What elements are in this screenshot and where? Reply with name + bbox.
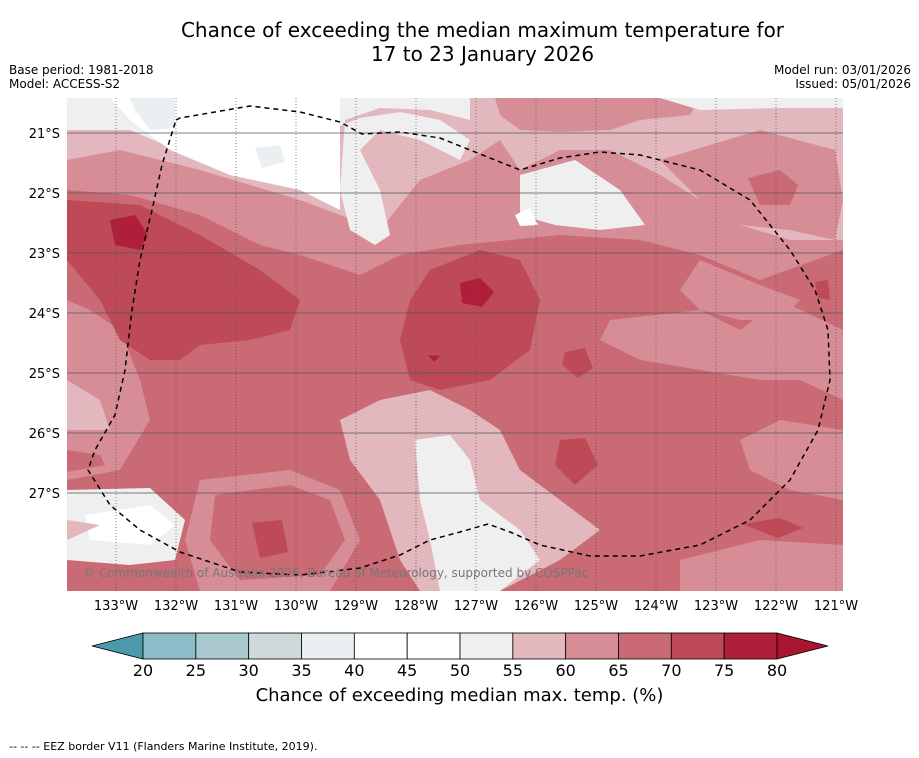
- colorbar-segment: [406, 632, 461, 660]
- lat-gridlines: [67, 132, 843, 494]
- lat-label: 27°S: [29, 487, 60, 502]
- map-title-line1: Chance of exceeding the median maximum t…: [180, 18, 785, 42]
- lon-label: 122°W: [754, 599, 798, 614]
- model-run-date: Model run: 03/01/2026: [773, 63, 911, 77]
- lat-label: 24°S: [29, 307, 60, 322]
- contour-55-60-northeast: [660, 98, 843, 110]
- colorbar-segment: [195, 632, 250, 660]
- contour-70-75-west-spot: [67, 450, 105, 472]
- colorbar-segment: [565, 632, 619, 660]
- colorbar-tick-label: 25: [186, 661, 206, 680]
- lon-gridlines: [115, 98, 837, 591]
- lon-labels: 133°W 132°W 131°W 130°W 129°W 128°W 127°…: [94, 599, 858, 614]
- colorbar: 20 25 30 35 40 45 50 55 60 65 70 75 80: [91, 632, 829, 680]
- contour-80-plus-central: [460, 278, 494, 307]
- colorbar-tick-label: 30: [238, 661, 258, 680]
- colorbar-title: Chance of exceeding median max. temp. (%…: [255, 685, 664, 706]
- lon-label: 132°W: [154, 599, 198, 614]
- contour-80-plus-west: [110, 215, 148, 250]
- contour-75-80-south: [555, 438, 598, 485]
- contour-60-65-west: [67, 380, 110, 430]
- contour-65-70-southeast: [740, 420, 843, 500]
- lat-label: 21°S: [29, 127, 60, 142]
- lon-label: 128°W: [394, 599, 438, 614]
- colorbar-segment: [248, 632, 302, 660]
- contour-65-70-northeast: [495, 98, 700, 132]
- meta-right: Model run: 03/01/2026 Issued: 05/01/2026: [774, 63, 911, 91]
- contour-75-80-spot: [562, 348, 593, 378]
- lon-label: 131°W: [214, 599, 258, 614]
- lat-label: 26°S: [29, 427, 60, 442]
- lat-label: 23°S: [29, 247, 60, 262]
- colorbar-tick-label: 75: [714, 661, 734, 680]
- colorbar-segment: [512, 632, 567, 660]
- lon-label: 123°W: [694, 599, 738, 614]
- contour-80-plus-spot: [428, 355, 440, 362]
- colorbar-tick-label: 65: [608, 661, 628, 680]
- lon-label: 129°W: [334, 599, 378, 614]
- contour-60-65-southwest-edge: [67, 520, 100, 540]
- contour-65-70-south-edge: [680, 540, 843, 591]
- meta-left: Base period: 1981-2018 Model: ACCESS-S2: [9, 63, 154, 91]
- colorbar-segment: [670, 632, 725, 660]
- contour-65-70-east-upper: [680, 260, 800, 320]
- colorbar-segment: [301, 632, 355, 660]
- eez-legend-note: -- -- -- EEZ border V11 (Flanders Marine…: [9, 740, 318, 753]
- lon-label: 124°W: [634, 599, 678, 614]
- colorbar-tick-label: 70: [661, 661, 681, 680]
- map-title-line2: 17 to 23 January 2026: [370, 42, 595, 66]
- colorbar-tick-label: 55: [503, 661, 523, 680]
- colorbar-tick-label: 45: [397, 661, 417, 680]
- base-period: Base period: 1981-2018: [9, 63, 154, 77]
- contour-55-60-patch: [520, 160, 645, 230]
- issued-date: Issued: 05/01/2026: [795, 77, 911, 91]
- colorbar-tick-label: 80: [767, 661, 787, 680]
- colorbar-segment: [618, 632, 672, 660]
- contour-75-80-southwest: [252, 520, 288, 558]
- colorbar-segment: [353, 632, 408, 660]
- contour-75-80-east-edge: [815, 280, 830, 300]
- colorbar-tick-label: 60: [555, 661, 575, 680]
- colorbar-tick-label: 35: [291, 661, 311, 680]
- contour-65-70-east-mid: [600, 300, 843, 400]
- contour-40-45-north: [130, 98, 175, 130]
- contour-75-80-central: [400, 250, 540, 390]
- lon-label: 121°W: [814, 599, 858, 614]
- lat-label: 22°S: [29, 187, 60, 202]
- contour-40-45-spot: [255, 145, 285, 168]
- colorbar-segment: [723, 632, 778, 660]
- copyright-credit: © Commonwealth of Australia 2026, Bureau…: [83, 566, 588, 580]
- contour-70-75-east: [748, 170, 798, 205]
- colorbar-segment: [459, 632, 514, 660]
- lon-label: 127°W: [454, 599, 498, 614]
- eez-border: [87, 105, 831, 576]
- lon-label: 126°W: [514, 599, 558, 614]
- lon-label: 133°W: [94, 599, 138, 614]
- colorbar-tick-label: 50: [450, 661, 470, 680]
- colorbar-under-arrow: [91, 632, 144, 660]
- contour-fields: © Commonwealth of Australia 2026, Bureau…: [67, 98, 843, 591]
- lat-labels: 21°S 22°S 23°S 24°S 25°S 26°S 27°S: [29, 127, 60, 502]
- contour-45-55-southwest: [85, 505, 175, 545]
- lat-label: 25°S: [29, 367, 60, 382]
- colorbar-segment: [142, 632, 197, 660]
- colorbar-tick-label: 40: [344, 661, 364, 680]
- contour-white-dot: [515, 208, 538, 226]
- contour-55-60-south: [415, 435, 540, 591]
- lon-label: 125°W: [574, 599, 618, 614]
- contour-70-75-south-east: [600, 470, 740, 550]
- contour-75-80-southeast: [742, 518, 803, 538]
- model-name: Model: ACCESS-S2: [9, 77, 121, 91]
- lon-label: 130°W: [274, 599, 318, 614]
- colorbar-tick-label: 20: [133, 661, 153, 680]
- colorbar-over-arrow: [776, 632, 829, 660]
